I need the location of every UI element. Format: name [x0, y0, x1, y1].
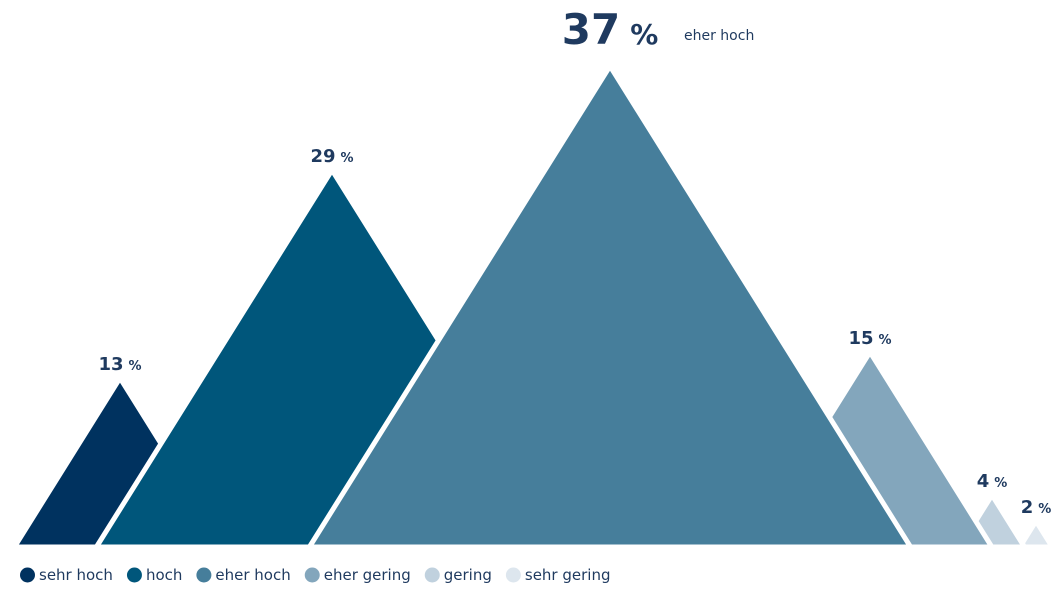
legend-item-hoch: hoch: [126, 566, 182, 584]
peaks-layer: [9, 61, 1057, 550]
value-text: 4%: [977, 471, 1008, 492]
legend-label: sehr hoch: [39, 566, 113, 584]
value-number: 13: [98, 354, 123, 375]
legend-label: sehr gering: [525, 566, 611, 584]
value-text: 2%: [1021, 497, 1052, 518]
peak-eher-hoch: [304, 61, 916, 550]
percent-sign: %: [994, 476, 1007, 491]
peak-sehr-gering: [1015, 516, 1057, 550]
value-label-sehr-gering: 2%: [1021, 497, 1052, 518]
legend-item-eher-hoch: eher hoch: [196, 566, 291, 584]
legend-label: eher gering: [324, 566, 411, 584]
percent-sign: %: [129, 359, 142, 374]
legend: sehr hoch hoch eher hoch eher gering gering s…: [20, 566, 610, 584]
highlight-category-label: eher hoch: [684, 28, 754, 44]
legend-label: hoch: [146, 566, 182, 584]
value-label-eher-hoch: 37% eher hoch: [562, 5, 755, 54]
value-number: 2: [1021, 497, 1034, 518]
legend-item-sehr-gering: sehr gering: [505, 566, 611, 584]
value-label-gering: 4%: [977, 471, 1008, 492]
percent-sign: %: [341, 151, 354, 166]
legend-swatch: [20, 567, 35, 583]
value-text: 13%: [98, 354, 141, 375]
value-label-hoch: 29%: [310, 146, 353, 167]
legend-swatch: [505, 567, 521, 583]
percent-sign: %: [879, 333, 892, 348]
legend-swatch: [424, 567, 440, 583]
percent-sign: %: [630, 18, 658, 51]
value-text: 37%: [562, 5, 659, 54]
percent-sign: %: [1038, 502, 1051, 517]
value-text: 15%: [848, 328, 891, 349]
value-number: 37: [562, 5, 620, 54]
value-number: 29: [310, 146, 335, 167]
legend-item-sehr-hoch: sehr hoch: [20, 566, 113, 584]
value-label-eher-gering: 15%: [848, 328, 891, 349]
legend-swatch: [196, 567, 212, 583]
legend-item-gering: gering: [424, 566, 492, 584]
legend-label: gering: [444, 566, 492, 584]
legend-item-eher-gering: eher gering: [304, 566, 411, 584]
legend-label: eher hoch: [215, 566, 290, 584]
legend-swatch: [304, 567, 320, 583]
legend-swatch: [126, 567, 142, 583]
value-label-sehr-hoch: 13%: [98, 354, 141, 375]
value-number: 15: [848, 328, 873, 349]
value-number: 4: [977, 471, 990, 492]
value-text: 29%: [310, 146, 353, 167]
